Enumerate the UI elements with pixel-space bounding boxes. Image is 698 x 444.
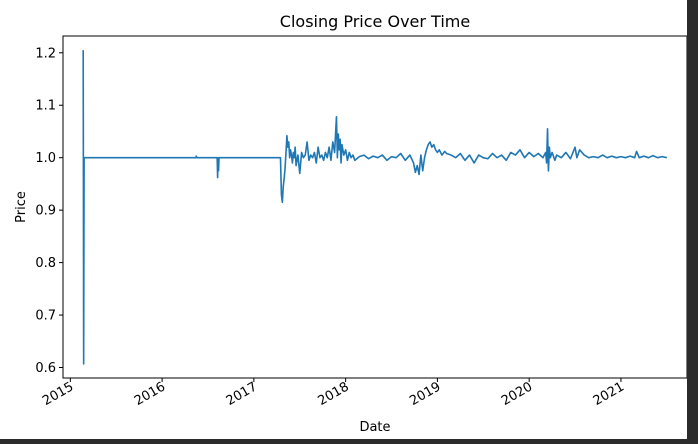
line-chart: Closing Price Over Time 0.6 0.7 0.8 0.9 1.0 1… [14,12,688,435]
y-tick-label: 1.2 [35,46,56,61]
y-tick-label: 1.0 [35,151,56,166]
figure: Closing Price Over Time 0.6 0.7 0.8 0.9 1.0 1… [0,0,688,439]
x-tick-label: 2019 [407,379,443,409]
axes-frame [62,35,688,379]
window-edge [687,0,698,439]
x-axis-label: Date [359,420,390,435]
x-tick-label: 2021 [591,379,627,409]
y-tick-label: 1.1 [35,99,56,114]
plot-area [82,50,667,365]
y-tick-label: 0.9 [35,204,56,219]
x-tick-label: 2017 [224,379,260,409]
x-tick-label: 2020 [499,379,535,409]
y-tick-label: 0.7 [35,309,56,324]
y-tick-label: 0.8 [35,256,56,271]
series-line [82,50,667,365]
y-tick-label: 0.6 [35,361,56,376]
axis-ticks: 0.6 0.7 0.8 0.9 1.0 1.1 1.2 2015 2016 2017 2018 201… [35,46,627,409]
x-tick-label: 2018 [315,379,351,409]
x-tick-label: 2015 [40,379,76,409]
y-axis-label: Price [14,191,29,223]
chart-title: Closing Price Over Time [280,12,470,31]
x-tick-label: 2016 [132,379,168,409]
